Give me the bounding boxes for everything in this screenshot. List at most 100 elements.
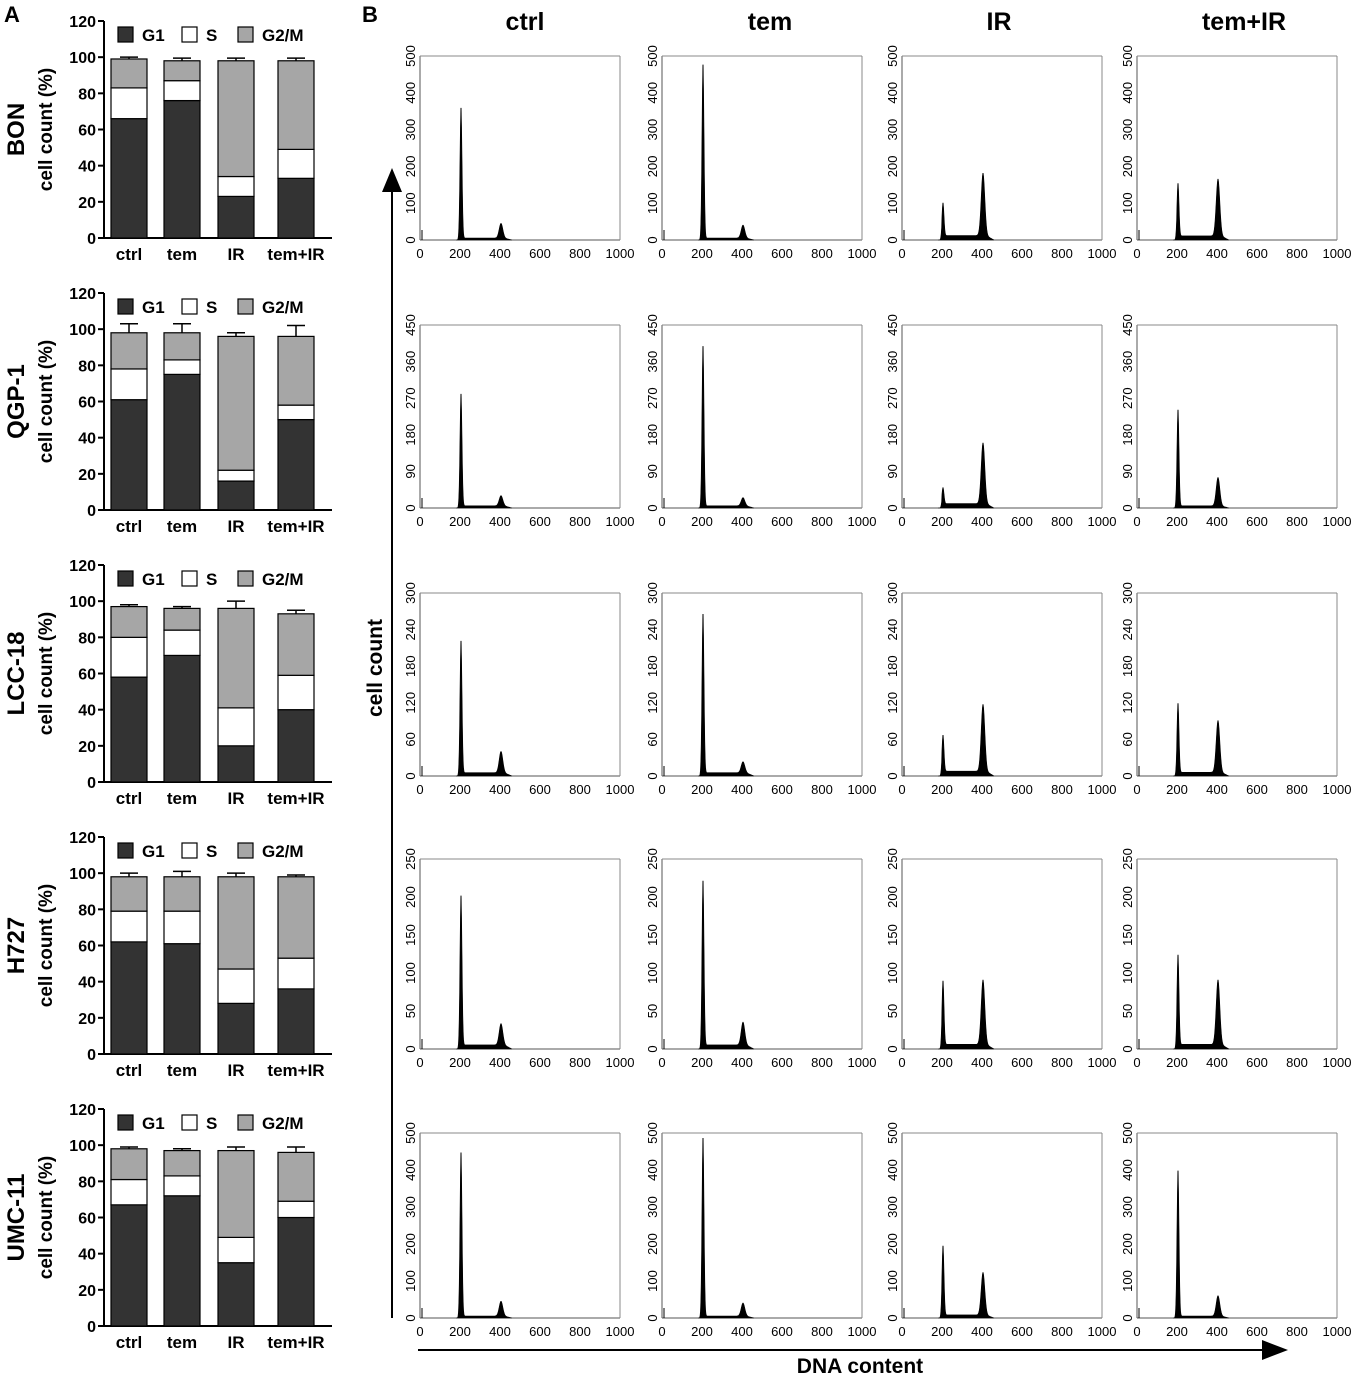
hist-x-tick-label: 1000 xyxy=(848,782,877,797)
histogram-umc-11-ir: 0 100 200 300 400 500 0 200 400 600 800 1000 xyxy=(885,1122,1116,1339)
hist-y-tick-label: 300 xyxy=(645,119,660,141)
hist-y-tick-label: 0 xyxy=(885,236,900,243)
hist-x-tick-label: 0 xyxy=(1133,514,1140,529)
y-tick-label: 60 xyxy=(78,123,96,140)
hist-y-tick-label: 500 xyxy=(885,1122,900,1144)
bar-segment-G2M xyxy=(163,60,201,82)
histogram-umc-11-tem: 0 100 200 300 400 500 0 200 400 600 800 1000 xyxy=(645,1122,876,1339)
y-tick-label: 60 xyxy=(78,939,96,956)
histogram-lcc-18-tem: 0 60 120 180 240 300 0 200 400 600 800 1000 xyxy=(645,582,876,797)
hist-x-tick-label: 800 xyxy=(811,1324,833,1339)
hist-y-tick-label: 0 xyxy=(885,1045,900,1052)
hist-y-tick-label: 200 xyxy=(885,886,900,908)
x-tick-label: tem xyxy=(167,1061,197,1080)
hist-x-tick-label: 800 xyxy=(569,1324,591,1339)
hist-x-tick-label: 400 xyxy=(731,246,753,261)
hist-x-tick-label: 600 xyxy=(1011,246,1033,261)
hist-y-tick-label: 120 xyxy=(645,692,660,714)
y-tick-label: 20 xyxy=(78,1011,96,1028)
legend-label: G2/M xyxy=(262,26,304,45)
hist-x-tick-label: 600 xyxy=(1011,782,1033,797)
hist-x-tick-label: 600 xyxy=(771,1055,793,1070)
histogram-fill xyxy=(456,640,513,777)
hist-x-tick-label: 200 xyxy=(691,514,713,529)
y-tick-label: 0 xyxy=(87,775,96,792)
hist-y-tick-label: 0 xyxy=(1120,504,1135,511)
y-tick-label: 40 xyxy=(78,1247,96,1264)
hist-x-tick-label: 800 xyxy=(811,514,833,529)
hist-y-tick-label: 100 xyxy=(885,962,900,984)
hist-y-tick-label: 90 xyxy=(403,464,418,478)
bar-segment-S xyxy=(110,87,148,120)
hist-y-tick-label: 450 xyxy=(885,314,900,336)
hist-y-tick-label: 500 xyxy=(1120,45,1135,67)
hist-x-tick-label: 200 xyxy=(931,514,953,529)
bar-segment-S xyxy=(110,636,148,678)
y-axis-label: cell count (%) xyxy=(36,1156,57,1280)
hist-x-tick-label: 800 xyxy=(569,246,591,261)
legend-swatch xyxy=(237,570,254,587)
bar-segment-S xyxy=(163,629,201,657)
y-tick-label: 120 xyxy=(69,14,96,31)
hist-x-tick-label: 600 xyxy=(529,782,551,797)
y-tick-label: 100 xyxy=(69,866,96,883)
bar-segment-S xyxy=(217,968,255,1004)
bar-segment-S xyxy=(110,368,148,401)
bar-segment-G1 xyxy=(217,195,255,239)
legend-label: G1 xyxy=(142,570,165,589)
hist-x-tick-label: 600 xyxy=(1246,246,1268,261)
column-title: tem+IR xyxy=(1202,8,1286,36)
hist-x-tick-label: 1000 xyxy=(1088,782,1117,797)
hist-y-tick-label: 200 xyxy=(1120,886,1135,908)
cell-line-label: LCC-18 xyxy=(3,631,30,715)
hist-y-tick-label: 400 xyxy=(645,82,660,104)
hist-x-tick-label: 800 xyxy=(1051,1324,1073,1339)
y-tick-label: 20 xyxy=(78,195,96,212)
hist-x-tick-label: 200 xyxy=(691,246,713,261)
hist-x-tick-label: 1000 xyxy=(606,246,635,261)
histogram-fill xyxy=(698,880,755,1050)
histogram-h727-tem: 0 50 100 150 200 250 0 200 400 600 800 1000 xyxy=(645,848,876,1070)
histogram-h727-ctrl: 0 50 100 150 200 250 0 200 400 600 800 1000 xyxy=(403,848,634,1070)
x-tick-label: tem xyxy=(167,1333,197,1352)
histogram-fill xyxy=(938,173,995,241)
hist-x-tick-label: 0 xyxy=(1133,1324,1140,1339)
hist-x-tick-label: 600 xyxy=(529,514,551,529)
hist-y-tick-label: 90 xyxy=(1120,464,1135,478)
column-title: IR xyxy=(987,8,1012,36)
bar-segment-S xyxy=(217,469,255,482)
hist-x-tick-label: 1000 xyxy=(1088,514,1117,529)
x-tick-label: ctrl xyxy=(116,789,142,808)
legend-swatch xyxy=(181,1114,198,1131)
y-tick-label: 80 xyxy=(78,1174,96,1191)
y-tick-label: 100 xyxy=(69,322,96,339)
legend-label: S xyxy=(206,570,217,589)
hist-x-tick-label: 200 xyxy=(931,782,953,797)
histogram-umc-11-ctrl: 0 100 200 300 400 500 0 200 400 600 800 1000 xyxy=(403,1122,634,1339)
hist-y-tick-label: 180 xyxy=(645,655,660,677)
hist-y-tick-label: 100 xyxy=(403,192,418,214)
hist-y-tick-label: 100 xyxy=(645,962,660,984)
y-tick-label: 20 xyxy=(78,467,96,484)
hist-y-tick-label: 250 xyxy=(885,848,900,870)
bar-segment-S xyxy=(277,674,315,711)
hist-x-tick-label: 600 xyxy=(1246,1055,1268,1070)
hist-x-tick-label: 0 xyxy=(1133,1055,1140,1070)
x-tick-label: ctrl xyxy=(116,517,142,536)
hist-y-tick-label: 0 xyxy=(645,236,660,243)
column-title: tem xyxy=(748,8,792,36)
hist-x-tick-label: 200 xyxy=(449,514,471,529)
bar-segment-S xyxy=(217,175,255,198)
hist-y-tick-label: 180 xyxy=(885,424,900,446)
legend-swatch xyxy=(117,842,134,859)
y-tick-label: 0 xyxy=(87,231,96,248)
hist-y-tick-label: 400 xyxy=(645,1159,660,1181)
legend-swatch xyxy=(181,26,198,43)
x-tick-label: IR xyxy=(228,517,245,536)
y-tick-label: 120 xyxy=(69,558,96,575)
bar-segment-S xyxy=(277,957,315,990)
hist-y-tick-label: 0 xyxy=(885,504,900,511)
bar-segment-S xyxy=(217,1236,255,1264)
hist-y-tick-label: 270 xyxy=(885,387,900,409)
hist-y-tick-label: 120 xyxy=(403,692,418,714)
